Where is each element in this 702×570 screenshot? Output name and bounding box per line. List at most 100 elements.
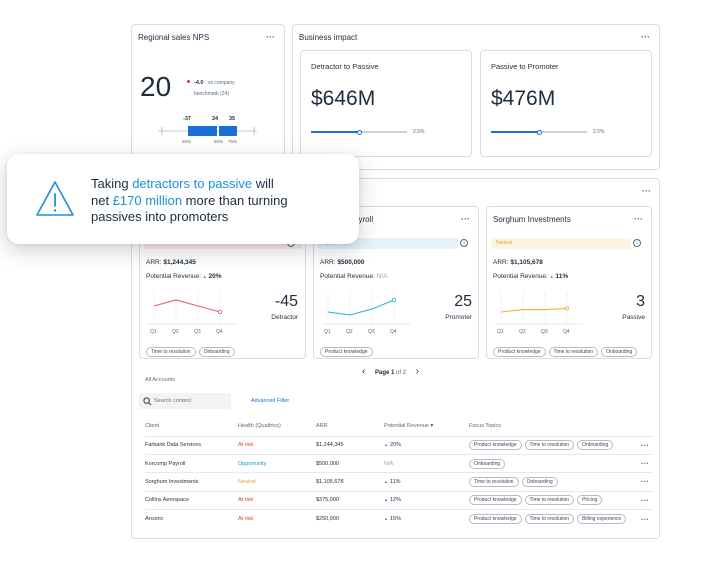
info-icon[interactable]: i bbox=[460, 239, 468, 247]
trend-point[interactable] bbox=[218, 309, 223, 314]
impact-more-icon[interactable]: ··· bbox=[641, 32, 650, 42]
topic-chip[interactable]: Product knowledge bbox=[493, 347, 546, 357]
impact-title: Business impact bbox=[299, 33, 358, 42]
trend-chart: Q1 Q2 Q3 Q4 bbox=[148, 292, 236, 335]
row-more-icon[interactable]: ··· bbox=[641, 459, 649, 469]
revenue-value: 11% bbox=[389, 478, 401, 485]
revenue-cell: N/A bbox=[384, 454, 469, 472]
search-box[interactable] bbox=[139, 393, 231, 409]
box-label-median: 24 bbox=[212, 116, 219, 122]
topic-chip[interactable]: Product knowledge bbox=[469, 514, 522, 524]
account-title: Sorghum Investments bbox=[493, 215, 571, 224]
account-title: eyroll bbox=[354, 215, 374, 224]
table-header: Client Health (Qualtrics) ARR Potential … bbox=[145, 417, 653, 436]
quarter-label: Q3 bbox=[368, 329, 375, 335]
topic-chip[interactable]: Billing experience bbox=[577, 514, 627, 524]
chip-group: Product knowledge bbox=[320, 340, 376, 358]
account-more-icon[interactable]: ··· bbox=[634, 214, 643, 224]
table-row[interactable]: Korcomp Payroll Opportunity $500,000 N/A Onb… bbox=[145, 454, 653, 472]
topic-chip[interactable]: Product knowledge bbox=[469, 495, 522, 506]
revenue-cell: ▲ 11% bbox=[384, 473, 469, 491]
arr-value: $1,244,345 bbox=[163, 259, 196, 266]
arr-cell: $250,000 bbox=[316, 516, 339, 522]
revenue-arrow: ▲ bbox=[384, 516, 388, 521]
sort-desc-icon[interactable]: ▾ bbox=[430, 423, 434, 430]
impact-progress-thumb[interactable] bbox=[536, 129, 542, 135]
table-row[interactable]: Collins Aerospace At risk $375,000 ▲ 12% Prod… bbox=[145, 491, 653, 509]
topic-chip[interactable]: Onboarding bbox=[577, 440, 614, 451]
account-card[interactable]: Sorghum Investments ··· Neutral i ARR: $… bbox=[486, 206, 652, 359]
revenue-value: 15% bbox=[389, 516, 401, 522]
pager-prev-button[interactable]: ‹ bbox=[362, 366, 366, 377]
pager-next-button[interactable]: › bbox=[415, 366, 420, 377]
pr-value: 11% bbox=[555, 273, 569, 280]
topic-chip[interactable]: Time to resolution bbox=[146, 347, 196, 357]
health-cell: At risk bbox=[238, 442, 254, 449]
nps-benchmark-2: benchmark (24) bbox=[194, 91, 230, 97]
topic-chip[interactable]: Time to resolution bbox=[524, 514, 575, 524]
topic-chip[interactable]: Pricing bbox=[577, 495, 603, 506]
client-cell: Collins Aerospace bbox=[145, 497, 190, 504]
table-row[interactable]: Farbank Data Services At risk $1,244,345 ▲ 2… bbox=[145, 436, 653, 454]
revenue-value: N/A bbox=[384, 460, 394, 467]
revenue-value: 20% bbox=[389, 442, 401, 449]
col-potential-revenue[interactable]: Potential Revenue ▾ bbox=[384, 417, 469, 436]
impact-card-title: Detractor to Passive bbox=[311, 62, 379, 71]
advanced-filter-link[interactable]: Advanced Filter bbox=[251, 398, 290, 404]
quarter-label: Q4 bbox=[563, 329, 570, 335]
account-more-icon[interactable]: ··· bbox=[461, 214, 470, 224]
topic-chip[interactable]: Product knowledge bbox=[469, 440, 522, 451]
pager: ‹ Page 1 of 2 › bbox=[362, 366, 419, 377]
arr-cell: $500,000 bbox=[316, 460, 339, 467]
topic-chip[interactable]: Onboarding bbox=[469, 458, 506, 469]
topic-chip[interactable]: Onboarding bbox=[198, 347, 235, 357]
col-health[interactable]: Health (Qualtrics) bbox=[238, 423, 281, 430]
arr-label: ARR: bbox=[146, 259, 162, 266]
topic-chip[interactable]: Time to resolution bbox=[524, 495, 575, 506]
row-more-icon[interactable]: ··· bbox=[641, 514, 649, 524]
impact-progress-thumb[interactable] bbox=[356, 129, 362, 135]
topic-chip[interactable]: Onboarding bbox=[521, 476, 558, 487]
table-row[interactable]: Sorghum Investments Neutral $1,105,678 ▲ 11%… bbox=[145, 472, 653, 491]
row-more-icon[interactable]: ··· bbox=[641, 495, 649, 505]
accounts-more-icon[interactable]: ··· bbox=[642, 186, 651, 196]
impact-progress-track bbox=[491, 129, 587, 135]
trend-line bbox=[500, 307, 568, 313]
impact-card-title: Passive to Promoter bbox=[491, 62, 559, 71]
callout-text-3: net bbox=[91, 192, 113, 208]
chip-group: Product knowledge Time to resolution Onboa… bbox=[493, 340, 640, 358]
topic-chip[interactable]: Time to resolution bbox=[469, 476, 519, 487]
health-cell: Opportunity bbox=[238, 460, 267, 467]
client-cell: Arconic bbox=[145, 516, 164, 522]
quarter-label: Q2 bbox=[519, 329, 526, 335]
arr-cell: $1,105,678 bbox=[316, 478, 344, 485]
topic-chip[interactable]: Onboarding bbox=[601, 347, 638, 357]
impact-progress-track bbox=[311, 129, 407, 135]
search-input[interactable] bbox=[154, 396, 228, 406]
quarter-label: Q2 bbox=[346, 329, 353, 335]
trend-chart: Q1 Q2 Q3 Q4 bbox=[322, 292, 410, 335]
col-focus-topics[interactable]: Focus Topics bbox=[469, 423, 501, 430]
arr-label: ARR: bbox=[320, 259, 336, 266]
box-label-min: -37 bbox=[183, 116, 191, 122]
pr-label: Potential Revenue: bbox=[493, 273, 548, 280]
topic-chip[interactable]: Product knowledge bbox=[320, 347, 373, 357]
trend-line bbox=[153, 299, 221, 313]
topic-chip[interactable]: Time to resolution bbox=[548, 347, 599, 357]
quarter-label: Q4 bbox=[216, 329, 223, 335]
impact-card-promoter[interactable]: Passive to Promoter $476M 2.5% bbox=[480, 50, 652, 157]
trend-point[interactable] bbox=[565, 306, 570, 311]
table-row[interactable]: Arconic At risk $250,000 ▲ 15% Product knowle… bbox=[145, 509, 653, 528]
info-icon[interactable]: i bbox=[633, 239, 641, 247]
trend-point[interactable] bbox=[392, 297, 397, 302]
topic-chip[interactable]: Time to resolution bbox=[524, 440, 575, 451]
col-arr[interactable]: ARR bbox=[316, 423, 328, 430]
impact-card-detractor[interactable]: Detractor to Passive $646M 2.5% bbox=[300, 50, 472, 157]
revenue-value: 12% bbox=[389, 497, 401, 504]
col-client[interactable]: Client bbox=[145, 423, 160, 430]
nps-more-icon[interactable]: ··· bbox=[266, 32, 275, 42]
arr-label: ARR: bbox=[493, 259, 509, 266]
row-more-icon[interactable]: ··· bbox=[641, 440, 649, 450]
arr-cell: $375,000 bbox=[316, 497, 339, 504]
row-more-icon[interactable]: ··· bbox=[641, 477, 649, 487]
